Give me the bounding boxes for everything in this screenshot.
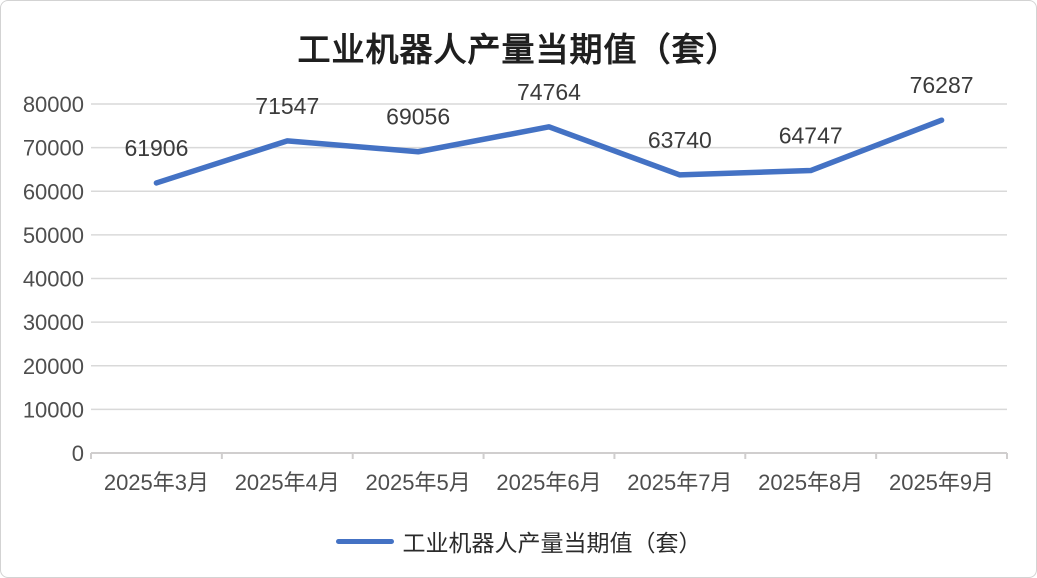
y-tick-label: 80000 (23, 92, 84, 117)
y-tick-label: 40000 (23, 267, 84, 292)
y-tick-label: 70000 (23, 136, 84, 161)
x-tick-label: 2025年6月 (496, 470, 601, 495)
x-tick-label: 2025年5月 (366, 470, 471, 495)
y-tick-label: 30000 (23, 310, 84, 335)
x-tick-label: 2025年7月 (627, 470, 732, 495)
x-tick-label: 2025年9月 (889, 470, 994, 495)
x-tick-label: 2025年8月 (758, 470, 863, 495)
data-label: 69056 (386, 104, 450, 130)
data-label: 64747 (779, 123, 843, 149)
y-tick-label: 20000 (23, 354, 84, 379)
legend-line-swatch (335, 538, 394, 544)
data-label: 61906 (124, 135, 188, 161)
data-label: 63740 (648, 127, 712, 153)
data-label: 74764 (517, 79, 581, 105)
legend-label: 工业机器人产量当期值（套） (402, 531, 702, 557)
data-label: 76287 (910, 72, 974, 98)
chart-title: 工业机器人产量当期值（套） (297, 30, 740, 69)
y-tick-label: 10000 (23, 397, 84, 422)
x-tick-label: 2025年3月 (104, 470, 209, 495)
legend: 工业机器人产量当期值（套） (1, 525, 1036, 557)
y-tick-label: 60000 (23, 179, 84, 204)
series-line (153, 117, 945, 186)
y-tick-label: 50000 (23, 223, 84, 248)
y-tick-label: 0 (72, 441, 84, 466)
data-label: 71547 (255, 93, 319, 119)
x-tick-label: 2025年4月 (235, 470, 340, 495)
